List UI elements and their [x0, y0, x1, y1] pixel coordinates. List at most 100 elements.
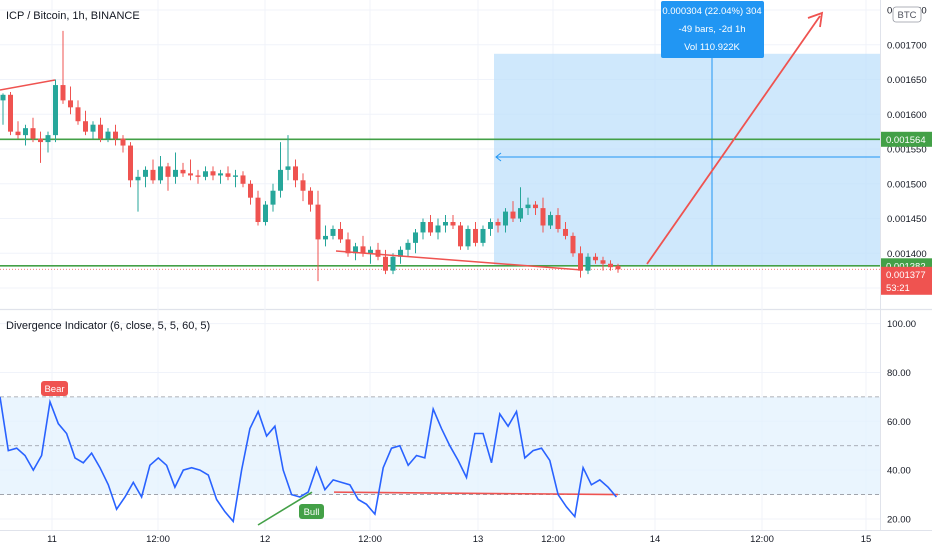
measure-tooltip-bars: -49 bars, -2d 1h	[678, 24, 745, 35]
candle-body	[435, 225, 441, 233]
candle-body	[608, 263, 613, 268]
price-axis-tick: 0.001400	[887, 249, 927, 260]
candle-body	[540, 208, 546, 226]
measure-box[interactable]	[494, 53, 880, 266]
candle-body	[345, 239, 351, 254]
candle-body	[263, 204, 268, 223]
bear-label-text: Bear	[44, 384, 64, 395]
price-tag-box	[881, 266, 932, 295]
candle-body	[248, 183, 253, 198]
measure-arrow-head	[495, 152, 502, 162]
candle-body	[555, 215, 561, 229]
indicator-axis-tick: 40.00	[887, 466, 911, 477]
candle-body	[233, 175, 238, 177]
candle-body	[525, 204, 531, 209]
candle-body	[45, 135, 51, 143]
candle-body	[563, 228, 568, 236]
candle-body	[570, 235, 576, 254]
candle-body	[533, 204, 538, 209]
time-axis-tick: 12:00	[146, 534, 170, 545]
candle-body	[488, 222, 493, 229]
candle-body	[225, 173, 231, 177]
candle-body	[458, 225, 463, 247]
time-axis[interactable]: 11 12:00 12 12:00 13 12:00 14 12:00 15	[47, 534, 871, 545]
price-axis[interactable]: 0.0017500.0017000.0016500.0016000.001550…	[887, 6, 927, 295]
candle-body	[270, 190, 276, 205]
projection-arrow-head	[807, 11, 824, 28]
price-tag-countdown: 53:21	[886, 283, 910, 294]
candle-body	[578, 253, 583, 271]
candle-body	[158, 166, 163, 181]
candle-body	[150, 169, 156, 181]
candle-body	[353, 246, 358, 254]
candle-body	[203, 171, 208, 177]
measure-rect	[494, 53, 880, 266]
candle-body	[495, 222, 501, 226]
price-axis-tick: 0.001550	[887, 145, 927, 156]
indicator-bands	[0, 396, 880, 495]
candle-body	[53, 85, 58, 136]
candle-body	[465, 228, 471, 247]
measure-tooltip-change: 0.000304 (22.04%) 304	[662, 6, 761, 17]
indicator-axis-tick: 80.00	[887, 368, 911, 379]
candle-body	[308, 190, 313, 205]
oscillator-line	[0, 396, 618, 524]
bull-divergence-price-line[interactable]	[335, 250, 583, 271]
candle-body	[23, 128, 28, 136]
candle-body	[0, 94, 6, 101]
candle-body	[128, 145, 133, 181]
candle-body	[210, 171, 216, 176]
bull-label: Bull	[299, 504, 324, 519]
candle-body	[135, 176, 141, 181]
trend-drawings[interactable]	[0, 11, 824, 526]
candle-body	[360, 246, 366, 254]
bear-label: Bear	[41, 381, 68, 396]
candle-body	[30, 128, 36, 139]
price-tag-box	[881, 131, 932, 147]
candle-body	[300, 180, 306, 191]
time-axis-tick: 15	[861, 534, 872, 545]
candle-body	[315, 204, 321, 240]
measure-tooltip-volume: Vol 110.922K	[684, 42, 740, 53]
candle-body	[98, 124, 103, 139]
price-axis-tick: 0.001450	[887, 214, 927, 225]
candle-body	[383, 256, 388, 271]
time-axis-tick: 13	[473, 534, 484, 545]
symbol-title: ICP / Bitcoin, 1h, BINANCE	[6, 10, 140, 22]
currency-badge-box	[892, 6, 922, 23]
candle-body	[255, 197, 261, 223]
candle-body	[368, 249, 373, 254]
candle-body	[90, 124, 96, 132]
candle-body	[113, 131, 118, 139]
price-axis-tick: 0.001600	[887, 110, 927, 121]
oscillator-polyline	[0, 396, 618, 524]
candle-body	[518, 208, 523, 219]
indicator-axis[interactable]: 100.00 80.00 60.00 40.00 20.00	[887, 319, 916, 525]
candle-body	[593, 256, 598, 261]
candle-body	[420, 222, 426, 233]
measure-tooltip-box	[661, 1, 764, 58]
projection-arrow-line[interactable]	[646, 15, 821, 265]
candle-body	[600, 260, 606, 264]
candle-body	[585, 256, 591, 271]
candle-body	[323, 235, 328, 240]
candle-body	[615, 265, 621, 270]
candle-body	[240, 175, 246, 184]
candle-body	[278, 169, 283, 191]
time-axis-tick: 11	[47, 534, 57, 545]
candle-body	[450, 222, 456, 226]
indicator-axis-tick: 100.00	[887, 319, 916, 330]
candle-body	[105, 131, 111, 139]
candle-body	[188, 173, 193, 176]
time-axis-tick: 12	[260, 534, 271, 545]
candle-body	[443, 222, 448, 226]
candle-body	[8, 94, 13, 132]
indicator-divergence-line[interactable]	[333, 491, 619, 496]
currency-badge[interactable]: BTC	[892, 6, 922, 23]
bull-divergence-indicator-line[interactable]	[257, 491, 313, 526]
candle-body	[398, 249, 403, 257]
bear-divergence-price-line[interactable]	[0, 79, 56, 91]
indicator-title: Divergence Indicator (6, close, 5, 5, 60…	[6, 320, 210, 332]
